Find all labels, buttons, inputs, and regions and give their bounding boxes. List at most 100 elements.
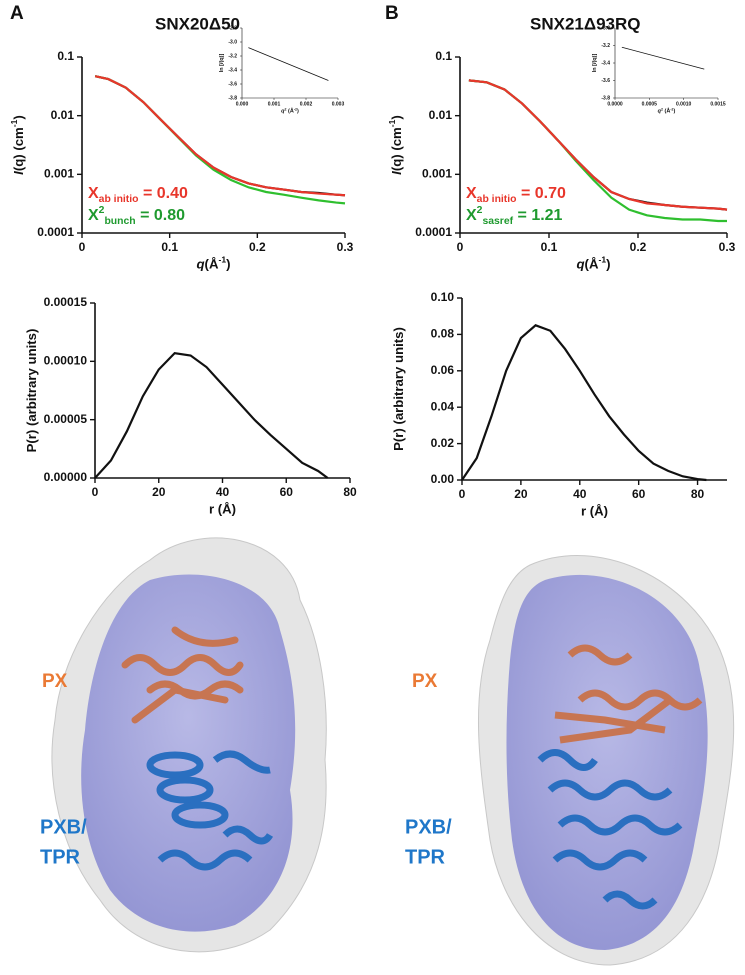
- label-part: X: [466, 185, 477, 202]
- label-part: I: [592, 62, 598, 64]
- x-tick-label: 0.2: [249, 240, 266, 254]
- x-tick-label: 0.002: [300, 101, 313, 107]
- y-tick-label: 0.0001: [37, 225, 74, 239]
- x-tick-label: 40: [216, 485, 230, 499]
- y-tick-label: 0.10: [431, 290, 455, 304]
- label-part: I: [389, 171, 404, 175]
- ribbon-pxb: [537, 749, 683, 910]
- series-line: [468, 79, 728, 211]
- x-axis-label: r (Å): [209, 502, 236, 517]
- ribbon-pxb: [146, 750, 274, 871]
- label-part: ln [: [219, 64, 225, 72]
- y-tick-label: 0.001: [422, 167, 452, 181]
- label-part: (Å: [287, 108, 294, 115]
- label-part: r (Å): [209, 502, 236, 517]
- axis-line: [461, 298, 727, 481]
- label-part: (Å: [205, 257, 219, 272]
- y-tick-label: -3.2: [601, 43, 610, 49]
- label-part: q: [576, 257, 584, 272]
- y-tick-label: 0.1: [435, 49, 452, 63]
- y-tick-label: -3.4: [601, 60, 610, 66]
- x-tick-label: 0.000: [236, 101, 249, 107]
- label-part: 2: [99, 205, 105, 216]
- panel-letter: B: [385, 3, 399, 24]
- x-tick-label: 0: [92, 485, 99, 499]
- label-part: bunch: [104, 216, 135, 227]
- label-part: (Å: [585, 257, 599, 272]
- chart-title: SNX21Δ93RQ: [530, 14, 641, 33]
- label-part: ): [389, 115, 404, 119]
- label-pxb: PXB/: [405, 816, 452, 838]
- x-tick-label: 20: [152, 485, 166, 499]
- x-tick-label: 0.2: [630, 240, 647, 254]
- x-axis-label: r (Å): [581, 504, 608, 519]
- label-part: I: [219, 62, 225, 64]
- x-tick-label: 0: [457, 240, 464, 254]
- label-part: q: [281, 109, 285, 115]
- x-tick-label: 40: [573, 487, 587, 501]
- label-part: = 0.70: [517, 185, 566, 202]
- y-axis-label: I(q) (cm-1): [387, 115, 404, 175]
- x-tick-label: 0.003: [332, 101, 345, 107]
- ribbon-px: [554, 644, 703, 744]
- x-tick-label: 0.1: [541, 240, 558, 254]
- y-tick-label: 0.01: [429, 108, 453, 122]
- y-tick-label: -3.6: [228, 81, 237, 87]
- y-tick-label: 0.001: [44, 167, 74, 181]
- chart-title: SNX20Δ50: [155, 14, 240, 33]
- x-tick-label: 80: [343, 485, 357, 499]
- y-tick-label: -3.4: [228, 67, 237, 73]
- y-tick-label: -3.0: [601, 25, 610, 31]
- series-line: [461, 324, 707, 482]
- label-part: q: [658, 109, 662, 115]
- y-tick-label: 0.04: [431, 399, 455, 413]
- x-tick-label: 60: [632, 487, 646, 501]
- series-line: [468, 79, 728, 211]
- y-tick-label: 0.00000: [44, 470, 88, 484]
- chart: 0.000 0.001 0.002 0.003 -2.8 -3.0 -3.2 -3.4 -3.6…: [219, 25, 344, 115]
- y-tick-label: 0.00010: [44, 354, 88, 368]
- y-tick-label: -3.6: [601, 78, 610, 84]
- label-part: = 0.40: [139, 185, 188, 202]
- label-part: r (Å): [581, 504, 608, 519]
- y-tick-label: 0.00005: [44, 412, 88, 426]
- label-part: ab initio: [99, 194, 139, 205]
- annotation: Xab initio = 0.40: [88, 185, 188, 205]
- y-tick-label: 0.00015: [44, 295, 88, 309]
- annotation: X2sasref = 1.21: [466, 205, 563, 227]
- ribbon-px: [121, 626, 244, 724]
- y-tick-label: -3.8: [601, 95, 610, 101]
- x-tick-label: 80: [691, 487, 705, 501]
- y-tick-label: -3.0: [228, 39, 237, 45]
- label-part: I: [11, 171, 26, 175]
- label-part: X: [466, 207, 477, 224]
- series-line: [94, 75, 346, 197]
- y-axis-label: ln [I(q)]: [592, 54, 598, 73]
- label-px: PX: [412, 671, 438, 692]
- axis-line: [614, 28, 718, 99]
- y-axis-label: ln [I(q)]: [219, 54, 225, 73]
- label-part: (Å: [663, 108, 670, 115]
- label-part: (q) (cm: [11, 127, 26, 171]
- y-tick-label: -2.8: [228, 25, 237, 31]
- label-part: -1: [218, 255, 226, 265]
- chart: 0.0000 0.0005 0.0010 0.0015 -3.0 -3.2 -3.4 -3.6…: [592, 25, 725, 115]
- label-part: ln [: [592, 64, 598, 72]
- label-part: ): [606, 257, 610, 272]
- label-part: ): [674, 109, 676, 115]
- y-tick-label: 0.00: [431, 472, 455, 486]
- chart: 0 20 40 60 80 0.00000 0.00005 0.00010 0.00015 r (…: [24, 295, 357, 517]
- label-part: (q)]: [592, 54, 598, 63]
- label-part: 2: [661, 107, 663, 111]
- y-tick-label: 0.06: [431, 363, 455, 377]
- label-part: ab initio: [477, 194, 517, 205]
- label-part: -2: [294, 107, 297, 111]
- label-part: = 0.80: [136, 207, 185, 224]
- chart: 0 0.1 0.2 0.30.00010.0010.010.1q(Å-1)I(q) (…: [9, 3, 353, 272]
- x-tick-label: 20: [514, 487, 528, 501]
- series-line: [248, 47, 329, 81]
- y-axis-label: P(r) (arbitrary units): [391, 327, 406, 451]
- x-tick-label: 0: [79, 240, 86, 254]
- y-axis-label: I(q) (cm-1): [9, 115, 26, 175]
